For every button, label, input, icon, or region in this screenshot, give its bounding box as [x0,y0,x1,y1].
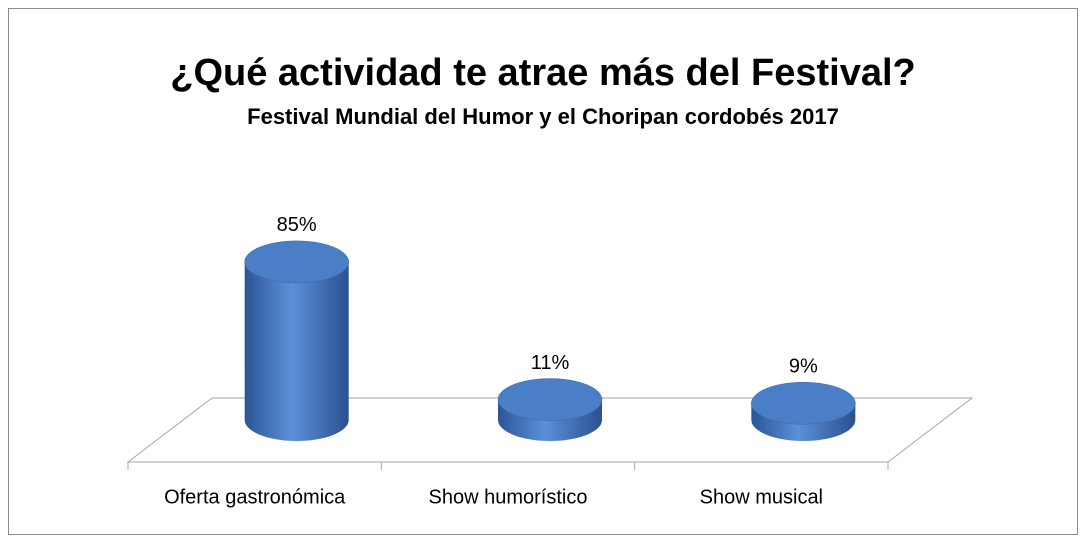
data-label: 85% [277,214,317,236]
cylinder-top [751,382,856,425]
x-tick-label: Show musical [700,486,823,508]
cylinder-body [244,261,349,441]
x-tick-label: Oferta gastronómica [164,486,346,508]
cylinder-top [244,240,349,284]
x-tick-label: Show humorístico [429,486,588,508]
chart-subtitle: Festival Mundial del Humor y el Choripan… [247,104,839,129]
data-label: 9% [789,356,818,378]
cylinder-top [497,378,603,421]
chart-border [8,8,1078,535]
chart-title: ¿Qué actividad te atrae más del Festival… [170,52,916,94]
data-label: 11% [531,352,570,374]
